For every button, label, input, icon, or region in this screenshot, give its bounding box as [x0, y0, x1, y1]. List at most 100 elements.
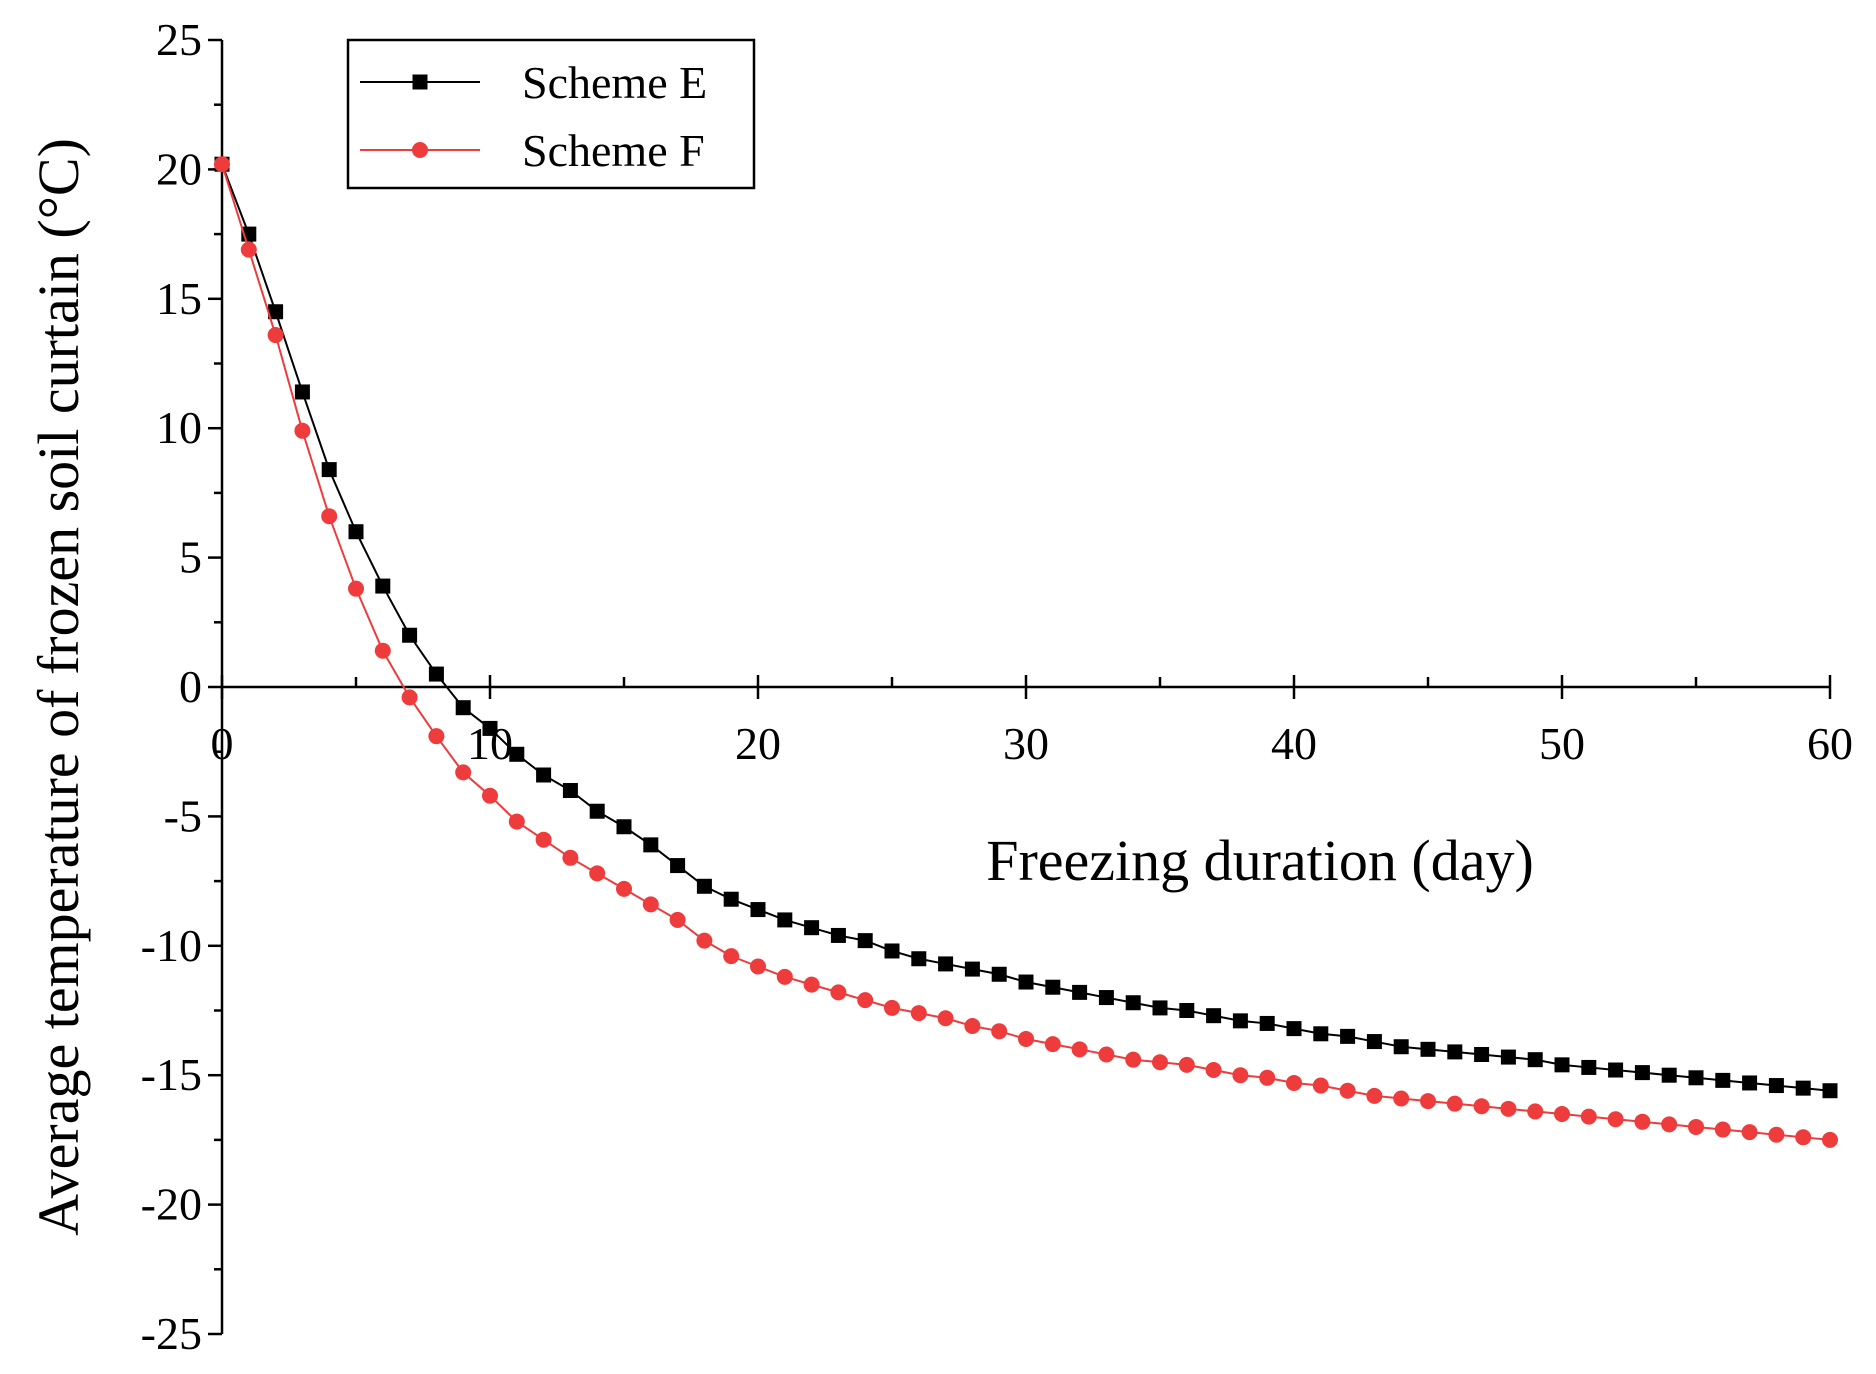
series-2	[214, 156, 1838, 1148]
data-point	[857, 933, 873, 949]
x-axis-title: Freezing duration (day)	[986, 828, 1534, 893]
series-line	[221, 163, 1831, 1141]
data-point	[1125, 1051, 1142, 1068]
data-point	[1688, 1070, 1704, 1086]
legend-box	[346, 38, 756, 190]
y-tick-label: -10	[141, 920, 202, 971]
data-point	[938, 956, 954, 972]
data-point	[1554, 1106, 1570, 1123]
data-point	[1098, 1046, 1115, 1063]
data-point	[509, 746, 525, 762]
data-point	[991, 1023, 1008, 1040]
data-point	[750, 902, 766, 918]
y-tick-label: 0	[179, 661, 202, 712]
data-point	[535, 831, 552, 848]
data-point	[1768, 1126, 1785, 1143]
data-point	[1045, 979, 1061, 995]
data-point	[1715, 1072, 1731, 1088]
data-point	[857, 992, 874, 1009]
y-tick-label: 15	[156, 273, 202, 324]
data-point	[1206, 1008, 1222, 1024]
data-point	[508, 813, 525, 830]
legend-marker	[412, 142, 428, 158]
data-point	[1580, 1108, 1597, 1125]
y-tick-label: -20	[141, 1179, 202, 1230]
series-1	[214, 156, 1838, 1099]
x-tick-label: 40	[1271, 718, 1317, 769]
legend-label: Scheme F	[522, 125, 705, 176]
x-tick-label: 20	[735, 718, 781, 769]
data-point	[1098, 990, 1114, 1006]
data-point	[1044, 1036, 1061, 1053]
data-point	[696, 878, 712, 894]
data-point	[536, 767, 552, 783]
y-tick-label: -5	[164, 790, 202, 841]
data-point	[1018, 1030, 1034, 1047]
data-point	[1366, 1034, 1382, 1050]
data-point	[401, 689, 418, 706]
data-point	[643, 837, 659, 853]
data-point	[294, 384, 310, 400]
series-layer	[214, 156, 1838, 1148]
legend-marker	[412, 74, 428, 90]
y-tick-label: -15	[141, 1049, 202, 1100]
data-point	[1072, 984, 1088, 1000]
data-point	[884, 943, 900, 959]
axes	[208, 38, 1832, 1336]
data-point	[1313, 1026, 1329, 1042]
data-point	[723, 891, 739, 907]
data-point	[642, 896, 659, 913]
data-point	[1634, 1113, 1651, 1130]
data-point	[1500, 1049, 1516, 1065]
data-point	[374, 642, 391, 659]
data-point	[1527, 1052, 1543, 1068]
data-point	[1554, 1057, 1570, 1073]
data-point	[214, 156, 230, 173]
data-point	[696, 932, 713, 949]
data-point	[1795, 1129, 1812, 1146]
data-point	[1527, 1103, 1544, 1120]
data-point	[803, 976, 820, 993]
data-point	[1795, 1080, 1811, 1096]
x-tick-label: 50	[1539, 718, 1585, 769]
data-point	[776, 968, 793, 985]
legend: Scheme E Scheme F	[346, 38, 756, 190]
data-point	[1366, 1087, 1383, 1104]
data-point	[964, 1018, 981, 1035]
data-point	[482, 720, 498, 736]
data-point	[1420, 1041, 1436, 1057]
data-point	[375, 578, 391, 594]
data-point	[669, 911, 686, 928]
data-point	[1446, 1095, 1463, 1112]
data-point	[1500, 1100, 1517, 1117]
data-point	[428, 666, 444, 682]
data-point	[670, 858, 686, 874]
data-point	[1688, 1118, 1704, 1135]
data-point	[1634, 1065, 1650, 1081]
data-point	[1420, 1093, 1436, 1110]
y-axis-title: Average temperature of frozen soil curta…	[26, 138, 91, 1236]
data-point	[1178, 1056, 1195, 1073]
data-point	[616, 819, 632, 835]
data-point	[884, 999, 900, 1016]
data-point	[589, 803, 605, 819]
data-point	[1152, 1000, 1168, 1016]
data-point	[1473, 1098, 1490, 1115]
data-point	[562, 783, 578, 799]
data-point	[1232, 1013, 1248, 1029]
data-point	[1447, 1044, 1463, 1060]
data-point	[830, 984, 847, 1001]
data-point	[830, 927, 846, 943]
data-point	[268, 304, 284, 320]
data-point	[991, 966, 1007, 982]
data-point	[1152, 1054, 1168, 1071]
data-point	[1259, 1015, 1275, 1031]
data-point	[1125, 995, 1141, 1011]
y-tick-label: 5	[179, 532, 202, 583]
y-tick-label: -25	[141, 1308, 202, 1359]
data-point	[455, 764, 472, 781]
data-point	[937, 1010, 954, 1027]
data-point	[1661, 1067, 1677, 1083]
